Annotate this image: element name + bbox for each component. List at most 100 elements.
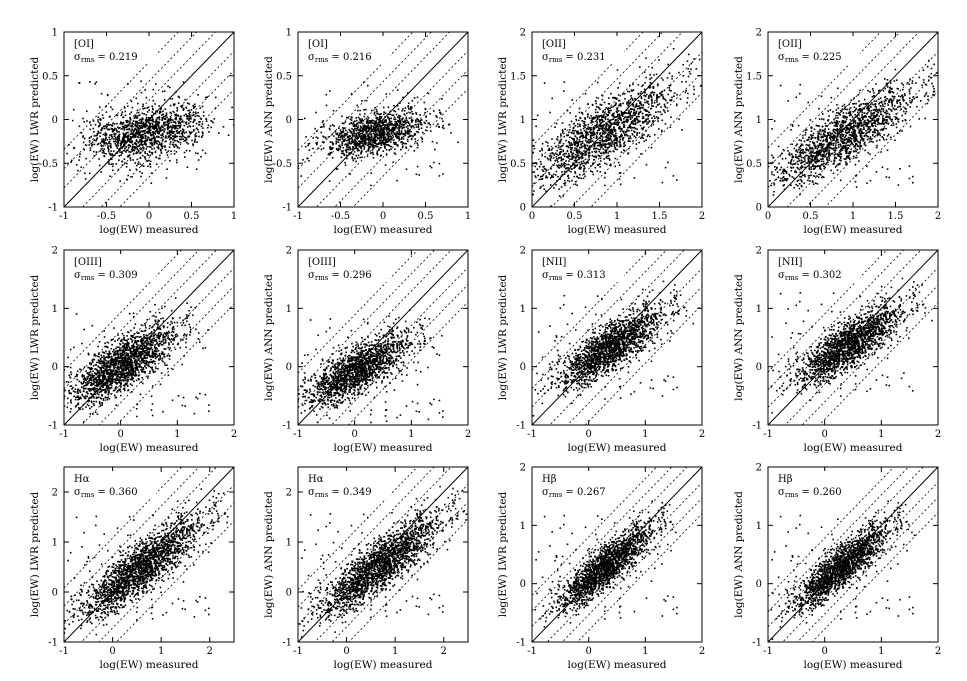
scatter-point	[329, 152, 332, 154]
scatter-point	[557, 165, 559, 168]
scatter-point	[393, 105, 395, 107]
scatter-point	[388, 149, 391, 151]
scatter-point	[360, 130, 363, 132]
scatter-point	[165, 135, 167, 137]
scatter-point	[197, 94, 199, 96]
scatter-point	[562, 150, 565, 153]
scatter-point	[842, 142, 844, 144]
scatter-point	[852, 136, 855, 138]
scatter-point	[850, 137, 853, 140]
scatter-point	[867, 107, 869, 110]
scatter-point	[550, 205, 552, 207]
scatter-point	[593, 155, 595, 158]
scatter-point	[409, 129, 411, 131]
scatter-point	[613, 134, 615, 137]
scatter-point	[561, 129, 564, 131]
scatter-point	[405, 168, 408, 170]
scatter-point	[688, 70, 691, 73]
scatter-point	[370, 172, 373, 175]
scatter-point	[642, 122, 644, 124]
scatter-point	[384, 112, 387, 115]
scatter-point	[637, 93, 640, 96]
scatter-point	[566, 167, 569, 169]
scatter-point	[626, 103, 628, 105]
scatter-point	[356, 138, 358, 140]
scatter-point	[359, 156, 361, 159]
scatter-point	[810, 174, 812, 177]
scatter-point	[632, 120, 634, 122]
scatter-point	[619, 125, 621, 128]
scatter-point	[241, 99, 243, 101]
sigma-line	[352, 88, 468, 207]
scatter-point	[641, 136, 643, 138]
scatter-point	[396, 105, 399, 107]
scatter-point	[335, 137, 337, 140]
scatter-point	[131, 132, 134, 135]
scatter-point	[933, 87, 935, 90]
scatter-point	[343, 136, 345, 138]
scatter-point	[594, 141, 597, 144]
scatter-point	[598, 107, 600, 109]
scatter-point	[653, 94, 655, 96]
scatter-point	[845, 163, 847, 166]
scatter-point	[101, 138, 103, 141]
scatter-point	[350, 116, 353, 118]
scatter-point	[578, 119, 580, 122]
scatter-point	[378, 121, 380, 123]
scatter-point	[392, 114, 395, 116]
scatter-point	[762, 166, 764, 168]
scatter-point	[133, 142, 136, 145]
scatter-point	[556, 158, 558, 160]
scatter-point	[107, 145, 109, 147]
scatter-point	[90, 135, 93, 138]
scatter-point	[146, 131, 148, 133]
scatter-point	[565, 156, 568, 158]
scatter-point	[374, 106, 376, 109]
scatter-point	[568, 155, 570, 157]
scatter-point	[156, 146, 159, 149]
scatter-point	[845, 120, 847, 122]
scatter-point	[179, 126, 181, 128]
scatter-point	[154, 141, 157, 144]
scatter-point	[605, 125, 607, 127]
scatter-point	[896, 99, 899, 101]
scatter-point	[136, 120, 138, 123]
scatter-point	[363, 136, 366, 138]
scatter-point	[132, 152, 135, 155]
scatter-point	[543, 82, 546, 84]
scatter-point	[576, 151, 579, 153]
scatter-point	[664, 106, 667, 109]
scatter-point	[185, 131, 188, 134]
scatter-point	[654, 117, 656, 119]
scatter-point	[178, 131, 181, 133]
scatter-point	[399, 102, 401, 104]
scatter-point	[118, 131, 120, 133]
scatter-point	[105, 136, 107, 139]
scatter-point	[131, 150, 133, 152]
scatter-point	[370, 121, 373, 123]
scatter-point	[588, 158, 591, 161]
scatter-point	[186, 102, 189, 104]
scatter-point	[685, 89, 687, 92]
scatter-point	[119, 142, 122, 145]
scatter-point	[145, 96, 148, 99]
scatter-point	[545, 169, 548, 171]
scatter-point	[808, 174, 811, 177]
scatter-point	[111, 158, 113, 161]
scatter-point	[404, 122, 407, 125]
scatter-point	[351, 127, 353, 130]
scatter-point	[373, 145, 376, 147]
scatter-point	[156, 111, 159, 113]
scatter-point	[394, 120, 396, 123]
scatter-point	[865, 134, 868, 137]
scatter-point	[601, 115, 603, 117]
scatter-point	[596, 126, 598, 129]
scatter-point	[576, 142, 579, 145]
scatter-point	[390, 145, 392, 148]
scatter-point	[835, 153, 837, 155]
scatter-point	[82, 136, 84, 138]
scatter-point	[396, 179, 398, 182]
scatter-point	[135, 144, 138, 146]
scatter-point	[644, 82, 646, 84]
scatter-point	[596, 116, 598, 119]
